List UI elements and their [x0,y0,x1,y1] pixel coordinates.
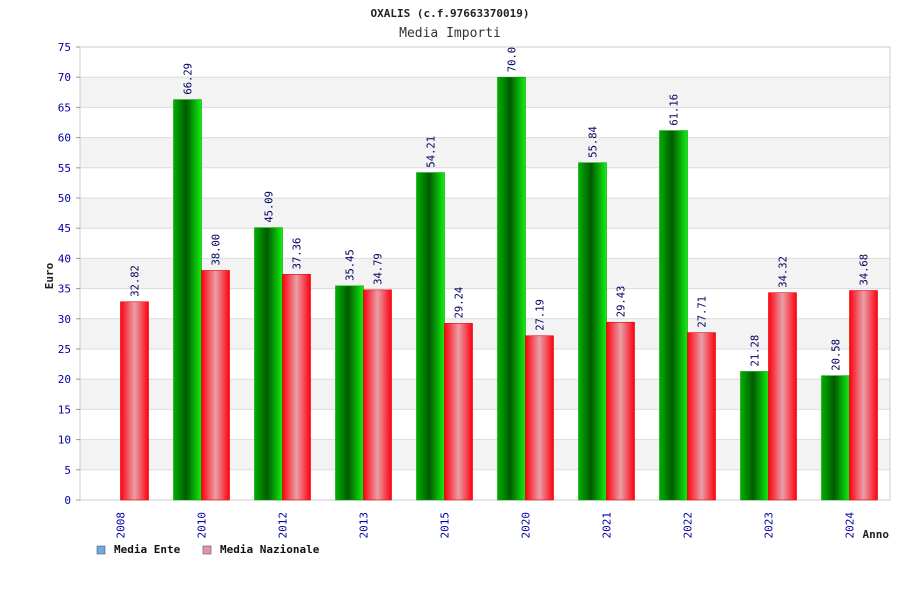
x-tick-label: 2015 [439,512,452,539]
bar-media-nazionale-2020 [525,335,554,501]
data-label: 38.00 [211,234,223,266]
grid-band [80,198,890,229]
x-tick-label: 2020 [520,512,533,539]
legend-swatch-media-nazionale [202,545,212,555]
data-label: 35.45 [345,249,357,281]
bar-media-ente-2024 [821,375,850,501]
data-label: 32.82 [130,265,142,297]
y-tick-label: 15 [58,403,71,416]
bar-media-nazionale-2024 [849,290,878,501]
data-label: 34.79 [373,253,385,285]
chart-title: OXALIS (c.f.97663370019) [371,7,530,20]
y-tick-label: 35 [58,283,71,296]
data-label: 29.43 [616,286,628,318]
data-label: 29.24 [454,287,466,319]
data-label: 21.28 [750,335,762,367]
x-tick-label: 2022 [682,512,695,539]
bar-media-nazionale-2023 [768,292,797,501]
y-tick-label: 50 [58,192,71,205]
y-axis-ticks: 0 5 10 15 20 25 30 35 40 45 50 55 60 65 70 75 [58,41,80,507]
y-tick-label: 75 [58,41,71,54]
bar-media-ente-2022 [659,130,688,501]
bar-media-nazionale-2015 [444,323,473,501]
grid-band [80,107,890,138]
y-tick-label: 10 [58,434,71,447]
bar-media-nazionale-2021 [606,321,635,501]
y-tick-label: 5 [64,464,71,477]
data-label: 20.58 [831,339,843,371]
x-axis-ticks: 2008 2010 2012 2013 2015 2020 2021 2022 2023 2024 [115,512,857,539]
y-tick-label: 65 [58,101,71,114]
data-label: 55.84 [588,126,600,158]
bar-media-ente-2012 [254,227,283,501]
y-tick-label: 20 [58,373,71,386]
legend-label-media-ente: Media Ente [114,543,181,556]
bar-media-nazionale-2012 [282,274,311,501]
x-tick-label: 2010 [196,512,209,539]
chart-subtitle: Media Importi [399,26,501,41]
grid-band [80,47,890,78]
y-tick-label: 25 [58,343,71,356]
y-tick-label: 30 [58,313,71,326]
data-label: 34.68 [859,254,871,286]
x-tick-label: 2008 [115,512,128,539]
y-axis-title: Euro [43,262,56,289]
data-labels: 32.82 66.29 38.00 45.09 37.36 35.45 34.79 54.21… [130,47,871,371]
bar-media-ente-2015 [416,172,445,501]
plot-frame [79,46,891,501]
bar-media-ente-2013 [335,285,364,501]
data-label: 70.0 [507,47,519,72]
y-tick-label: 70 [58,71,71,84]
data-label: 27.71 [697,296,709,328]
bar-media-nazionale-2022 [687,332,716,501]
y-tick-label: 45 [58,222,71,235]
bar-media-ente-2021 [578,162,607,501]
x-tick-label: 2013 [358,512,371,539]
y-tick-label: 0 [64,494,71,507]
bars [120,76,878,501]
legend: Media Ente Media Nazionale [96,543,320,556]
grid-band [80,228,890,259]
grid-band [80,77,890,108]
bar-media-nazionale-2008 [120,301,149,501]
legend-swatch-media-ente [96,545,106,555]
data-label: 45.09 [264,191,276,223]
data-label: 61.16 [669,94,681,126]
x-tick-label: 2023 [763,512,776,539]
data-label: 27.19 [535,299,547,331]
legend-label-media-nazionale: Media Nazionale [220,543,320,556]
bar-media-ente-2010 [173,99,202,501]
grid-band [80,167,890,198]
x-tick-label: 2024 [844,512,857,539]
bar-media-nazionale-2010 [201,270,230,501]
x-tick-label: 2021 [601,512,614,539]
bar-media-ente-2023 [740,371,769,501]
y-tick-label: 55 [58,162,71,175]
data-label: 66.29 [183,63,195,95]
y-tick-label: 40 [58,252,71,265]
x-tick-label: 2012 [277,512,290,539]
y-tick-label: 60 [58,132,71,145]
data-label: 54.21 [426,136,438,168]
bar-media-nazionale-2013 [363,289,392,501]
data-label: 34.32 [778,256,790,288]
bar-media-ente-2020 [497,76,526,501]
x-axis-title: Anno [863,528,890,541]
data-label: 37.36 [292,238,304,270]
grid-band [80,137,890,168]
